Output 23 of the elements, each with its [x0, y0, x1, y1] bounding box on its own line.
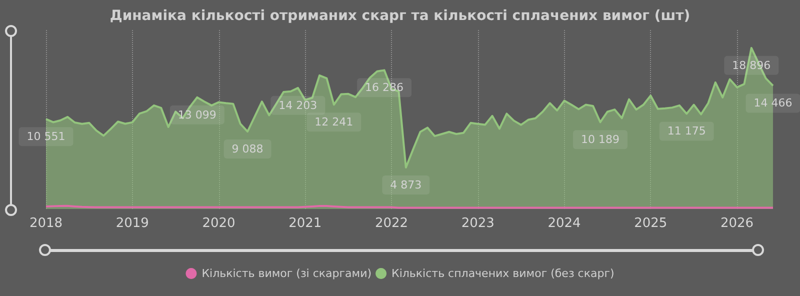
- x-tick-label: 2025: [634, 216, 668, 231]
- data-label: 10 551: [26, 130, 66, 144]
- x-tick-label: 2024: [548, 216, 581, 231]
- legend-label: Кількість вимог (зі скаргами): [202, 267, 372, 280]
- data-label: 14 203: [278, 98, 318, 112]
- legend-label: Кількість сплачених вимог (без скарг): [392, 267, 614, 280]
- data-label: 18 896: [732, 58, 771, 72]
- data-label: 12 241: [314, 116, 354, 129]
- data-label: 9 088: [232, 142, 264, 156]
- x-tick-label: 2023: [461, 216, 494, 231]
- data-label: 4 873: [390, 178, 422, 192]
- x-tick-label: 2026: [720, 216, 754, 231]
- data-label: 16 286: [365, 81, 404, 94]
- data-label: 11 175: [667, 124, 706, 138]
- data-label: 10 189: [580, 133, 620, 146]
- x-tick-label: 2022: [374, 216, 408, 231]
- chart-title: Динаміка кількості отриманих скарг та кількості сплачених вимог (шт): [110, 8, 690, 24]
- data-label: 13 099: [178, 108, 216, 122]
- x-tick-label: 2021: [288, 216, 322, 231]
- x-tick-label: 2018: [29, 216, 63, 231]
- x-tick-label: 2019: [116, 216, 149, 231]
- data-label: 14 466: [754, 96, 792, 110]
- x-tick-label: 2020: [202, 216, 236, 231]
